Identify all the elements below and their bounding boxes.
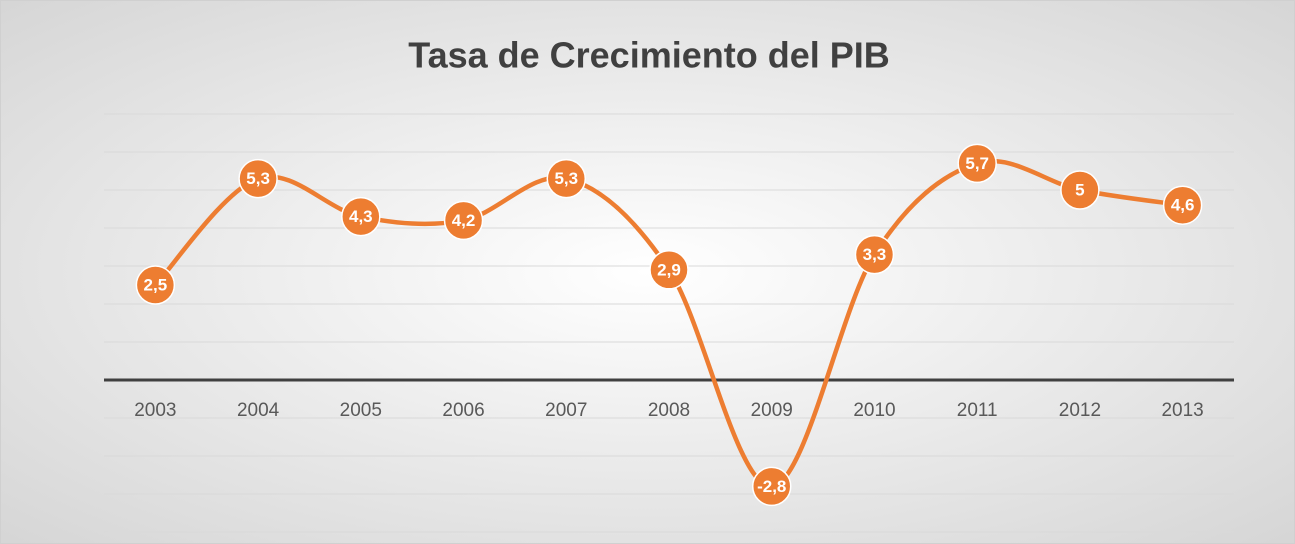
data-point [443, 200, 484, 241]
x-tick-label: 2007 [545, 400, 587, 421]
x-tick-label: 2013 [1161, 400, 1203, 421]
data-label: 5,7 [965, 154, 989, 173]
x-tick-label: 2012 [1059, 400, 1101, 421]
data-label: 2,5 [144, 275, 168, 294]
data-label: 3,3 [863, 245, 887, 264]
data-point [341, 196, 381, 237]
data-point [957, 143, 997, 184]
data-label: 4,3 [349, 207, 373, 226]
x-tick-label: 2008 [648, 400, 690, 421]
data-point [751, 466, 792, 507]
data-point [238, 158, 278, 199]
data-label: 5,3 [246, 169, 270, 188]
data-point [135, 265, 176, 305]
data-point [649, 250, 689, 290]
x-tick-label: 2009 [751, 400, 793, 421]
data-label: 5 [1075, 180, 1084, 199]
x-tick-label: 2003 [134, 400, 176, 421]
data-label: 4,2 [452, 211, 476, 230]
data-point [546, 158, 587, 199]
data-label: 2,9 [657, 260, 681, 279]
data-label: -2,8 [757, 477, 786, 496]
data-point [1060, 170, 1100, 210]
x-tick-label: 2011 [957, 400, 998, 421]
x-tick-label: 2005 [340, 400, 382, 421]
data-label: 5,3 [554, 169, 578, 188]
x-tick-label: 2004 [237, 400, 280, 421]
data-point [1162, 185, 1203, 225]
data-point [854, 234, 895, 275]
data-label: 4,6 [1171, 196, 1195, 215]
x-tick-label: 2010 [853, 400, 895, 421]
chart-title: Tasa de Crecimiento del PIB [408, 35, 889, 76]
x-tick-label: 2006 [442, 400, 484, 421]
